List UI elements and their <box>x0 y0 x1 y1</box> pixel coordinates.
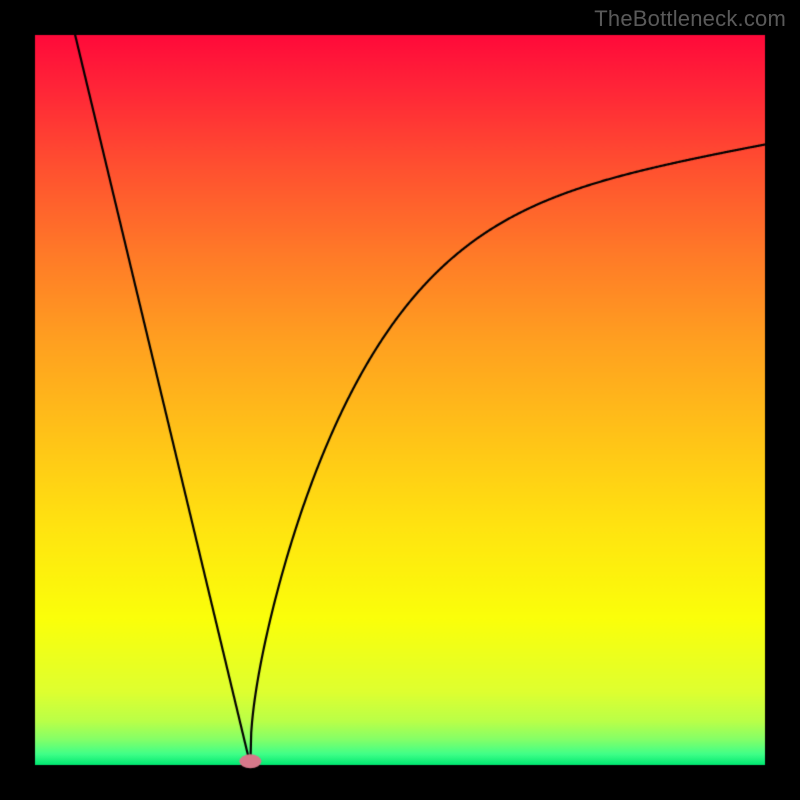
watermark-text: TheBottleneck.com <box>594 6 786 32</box>
bottleneck-chart <box>0 0 800 800</box>
